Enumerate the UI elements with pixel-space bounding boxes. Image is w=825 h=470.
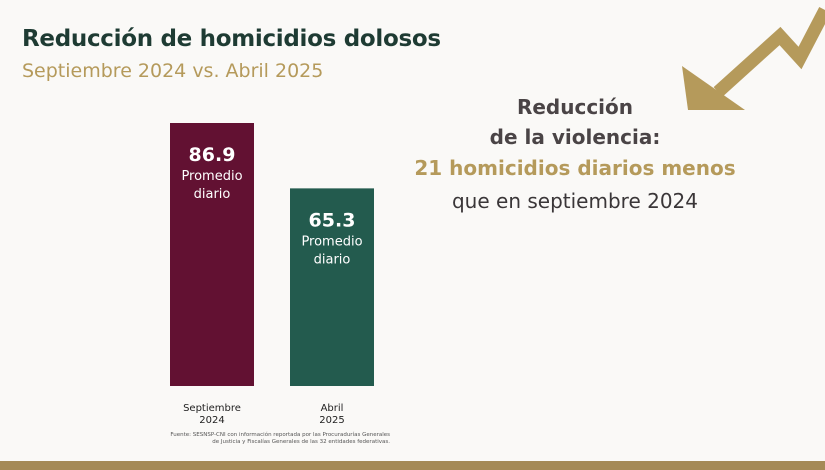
- message-line-1: Reducción: [516, 95, 634, 119]
- bar-0: [170, 123, 254, 386]
- page-subtitle: Septiembre 2024 vs. Abril 2025: [22, 60, 324, 82]
- category-label-line1-1: Abril: [321, 403, 344, 414]
- source-note: Fuente: SESNSP-CNI con información repor…: [170, 432, 390, 445]
- bar-value-label-0: 86.9: [189, 144, 236, 166]
- footer-band: [0, 461, 825, 470]
- bar-1: [290, 188, 374, 386]
- category-label-line1-0: Septiembre: [183, 403, 241, 414]
- category-label-line2-1: 2025: [319, 415, 344, 426]
- category-label-line2-0: 2024: [199, 415, 224, 426]
- bar-caption-line1-1: Promedio: [301, 234, 362, 249]
- message-line-2: de la violencia:: [489, 125, 661, 149]
- page-title: Reducción de homicidios dolosos: [22, 26, 441, 52]
- message-line-4: que en septiembre 2024: [451, 189, 698, 213]
- key-message: Reducción de la violencia: 21 homicidios…: [395, 92, 755, 218]
- bar-caption-line2-0: diario: [194, 187, 231, 202]
- message-line-3: 21 homicidios diarios menos: [414, 156, 736, 180]
- bar-caption-line1-0: Promedio: [181, 169, 242, 184]
- bar-caption-line2-1: diario: [314, 252, 351, 267]
- bar-value-label-1: 65.3: [309, 209, 356, 231]
